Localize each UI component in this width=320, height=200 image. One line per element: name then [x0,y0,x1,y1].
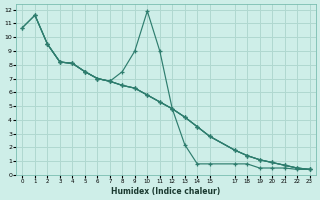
X-axis label: Humidex (Indice chaleur): Humidex (Indice chaleur) [111,187,221,196]
